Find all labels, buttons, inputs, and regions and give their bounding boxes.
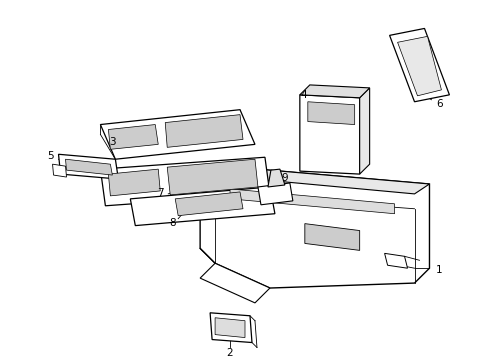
Polygon shape — [175, 192, 243, 216]
Polygon shape — [165, 114, 243, 147]
Polygon shape — [108, 169, 160, 196]
Polygon shape — [300, 95, 360, 174]
Polygon shape — [100, 157, 270, 206]
Polygon shape — [130, 187, 275, 226]
Polygon shape — [385, 253, 408, 268]
Text: 7: 7 — [157, 188, 164, 198]
Text: 3: 3 — [109, 138, 116, 147]
Polygon shape — [210, 313, 252, 342]
Text: 5: 5 — [47, 151, 54, 161]
Polygon shape — [100, 110, 255, 159]
Text: 4: 4 — [300, 90, 307, 100]
Polygon shape — [390, 28, 449, 102]
Polygon shape — [52, 164, 67, 177]
Polygon shape — [200, 263, 270, 303]
Polygon shape — [305, 224, 360, 250]
Polygon shape — [167, 159, 258, 195]
Polygon shape — [230, 189, 394, 214]
Text: 6: 6 — [436, 99, 443, 109]
Polygon shape — [200, 164, 429, 194]
Text: 1: 1 — [436, 265, 443, 275]
Polygon shape — [66, 159, 112, 175]
Text: 8: 8 — [169, 218, 175, 228]
Polygon shape — [308, 102, 355, 125]
Polygon shape — [258, 183, 293, 205]
Polygon shape — [300, 85, 369, 98]
Polygon shape — [58, 154, 119, 179]
Polygon shape — [215, 318, 245, 338]
Text: 9: 9 — [282, 173, 288, 183]
Polygon shape — [397, 36, 441, 96]
Polygon shape — [108, 125, 158, 149]
Polygon shape — [268, 169, 285, 187]
Text: 2: 2 — [227, 348, 233, 359]
Polygon shape — [200, 164, 429, 288]
Polygon shape — [360, 88, 369, 174]
